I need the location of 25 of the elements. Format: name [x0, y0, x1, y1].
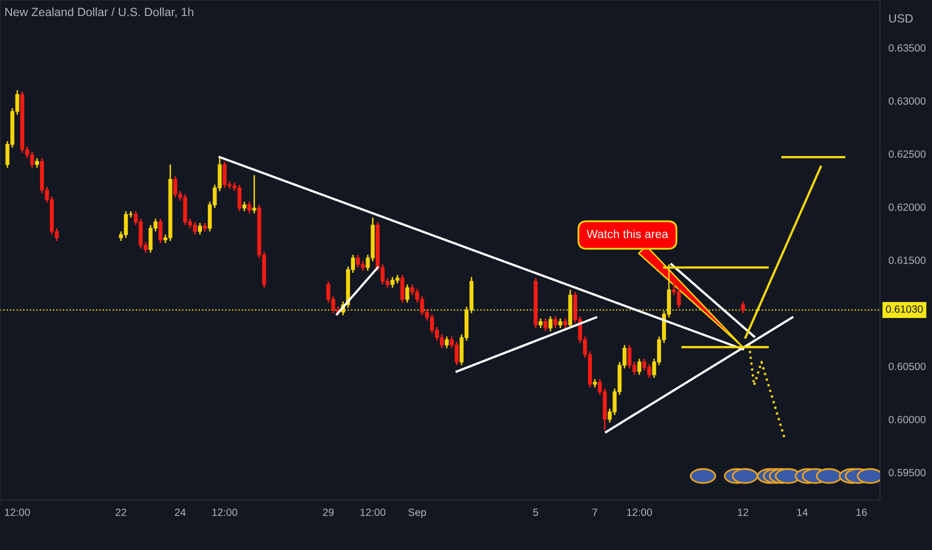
x-tick-label: 12 — [738, 508, 748, 516]
x-tick-label: 14 — [797, 508, 808, 516]
x-tick-label: 12:00 — [360, 508, 386, 516]
x-tick-label: 24 — [174, 508, 186, 516]
y-tick-label: 0.63500 — [888, 44, 926, 52]
y-tick-label: 0.60500 — [888, 362, 926, 370]
x-tick-label: 29 — [323, 508, 334, 516]
text: New Zealand Dollar / U.S. Dollar, 1h — [5, 8, 194, 18]
y-tick-label: 0.60000 — [888, 416, 926, 424]
y-axis-title: USD — [889, 14, 913, 23]
x-tick-label: 12:00 — [627, 508, 652, 516]
y-tick-label: 0.63000 — [888, 97, 926, 105]
ref-line-label: 0.61030 — [886, 305, 923, 313]
x-tick-label: 22 — [116, 508, 126, 516]
x-tick-label: 5 — [533, 508, 538, 516]
x-tick-label: Sep — [408, 508, 426, 518]
x-tick-label: 12:00 — [212, 508, 238, 516]
x-tick-label: 16 — [856, 508, 867, 516]
y-tick-label: 0.62500 — [888, 150, 926, 158]
x-tick-label: 7 — [592, 508, 598, 516]
x-tick-label: 12:00 — [5, 508, 30, 516]
annotation: Watch this area — [586, 229, 668, 238]
y-tick-label: 0.62000 — [888, 204, 926, 211]
y-tick-label: 0.61500 — [888, 256, 926, 264]
y-tick-label: 0.59500 — [888, 468, 926, 476]
